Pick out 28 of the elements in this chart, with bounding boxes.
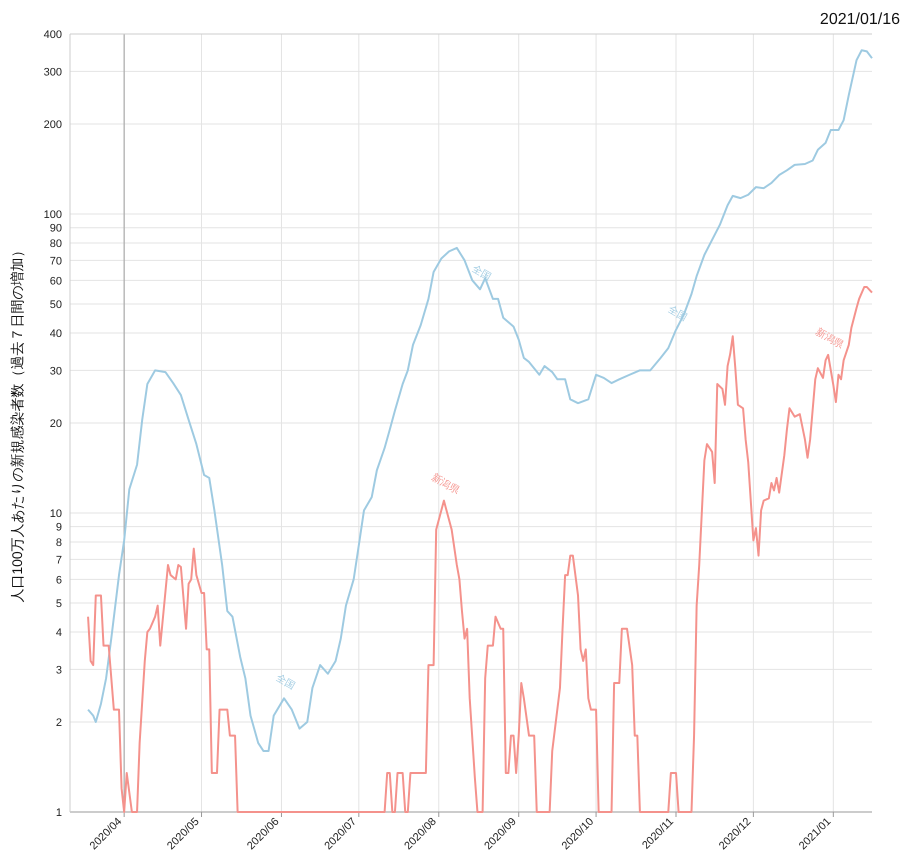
annotation: 新潟県 <box>814 326 846 351</box>
y-tick-label: 2 <box>56 716 62 729</box>
y-tick-label: 60 <box>50 275 62 288</box>
annotation: 新潟県 <box>429 471 462 497</box>
y-tick-label: 8 <box>56 536 62 549</box>
text: 2021/01/16 <box>820 11 900 28</box>
y-tick-label: 9 <box>56 522 62 534</box>
y-tick-label: 30 <box>50 365 62 378</box>
y-tick-label: 80 <box>50 238 62 250</box>
annotation: 全国 <box>470 262 494 283</box>
y-tick-label: 10 <box>50 508 62 520</box>
y-tick-label: 100 <box>44 209 62 222</box>
y-tick-label: 20 <box>50 418 62 430</box>
y-tick-label: 70 <box>50 255 62 268</box>
y-tick-label: 3 <box>56 664 62 676</box>
y-tick-label: 4 <box>56 626 62 639</box>
y-tick-label: 400 <box>44 29 62 41</box>
y-tick-label: 6 <box>56 574 62 586</box>
y-tick-label: 40 <box>50 328 62 340</box>
y-tick-label: 300 <box>44 66 62 78</box>
y-tick-label: 200 <box>44 119 62 132</box>
y-tick-label: 5 <box>56 598 62 610</box>
y-tick-label: 50 <box>50 299 62 312</box>
y-tick-label: 1 <box>56 807 62 819</box>
y-axis-title: 人口100万人あたりの新規感染者数（過去７日間の増加） <box>9 243 25 603</box>
y-tick-label: 7 <box>56 554 62 566</box>
annotation: 全国 <box>274 672 298 692</box>
y-tick-label: 90 <box>50 222 62 235</box>
